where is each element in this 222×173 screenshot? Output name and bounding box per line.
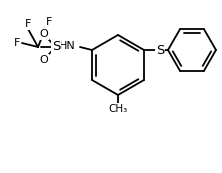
Text: CH₃: CH₃ xyxy=(108,104,128,114)
Text: O: O xyxy=(40,29,48,39)
Text: F: F xyxy=(46,17,52,27)
Text: HN: HN xyxy=(59,41,76,51)
Text: S: S xyxy=(156,43,164,57)
Text: O: O xyxy=(40,55,48,65)
Text: F: F xyxy=(14,38,20,48)
Text: S: S xyxy=(52,40,60,53)
Text: F: F xyxy=(25,19,31,29)
